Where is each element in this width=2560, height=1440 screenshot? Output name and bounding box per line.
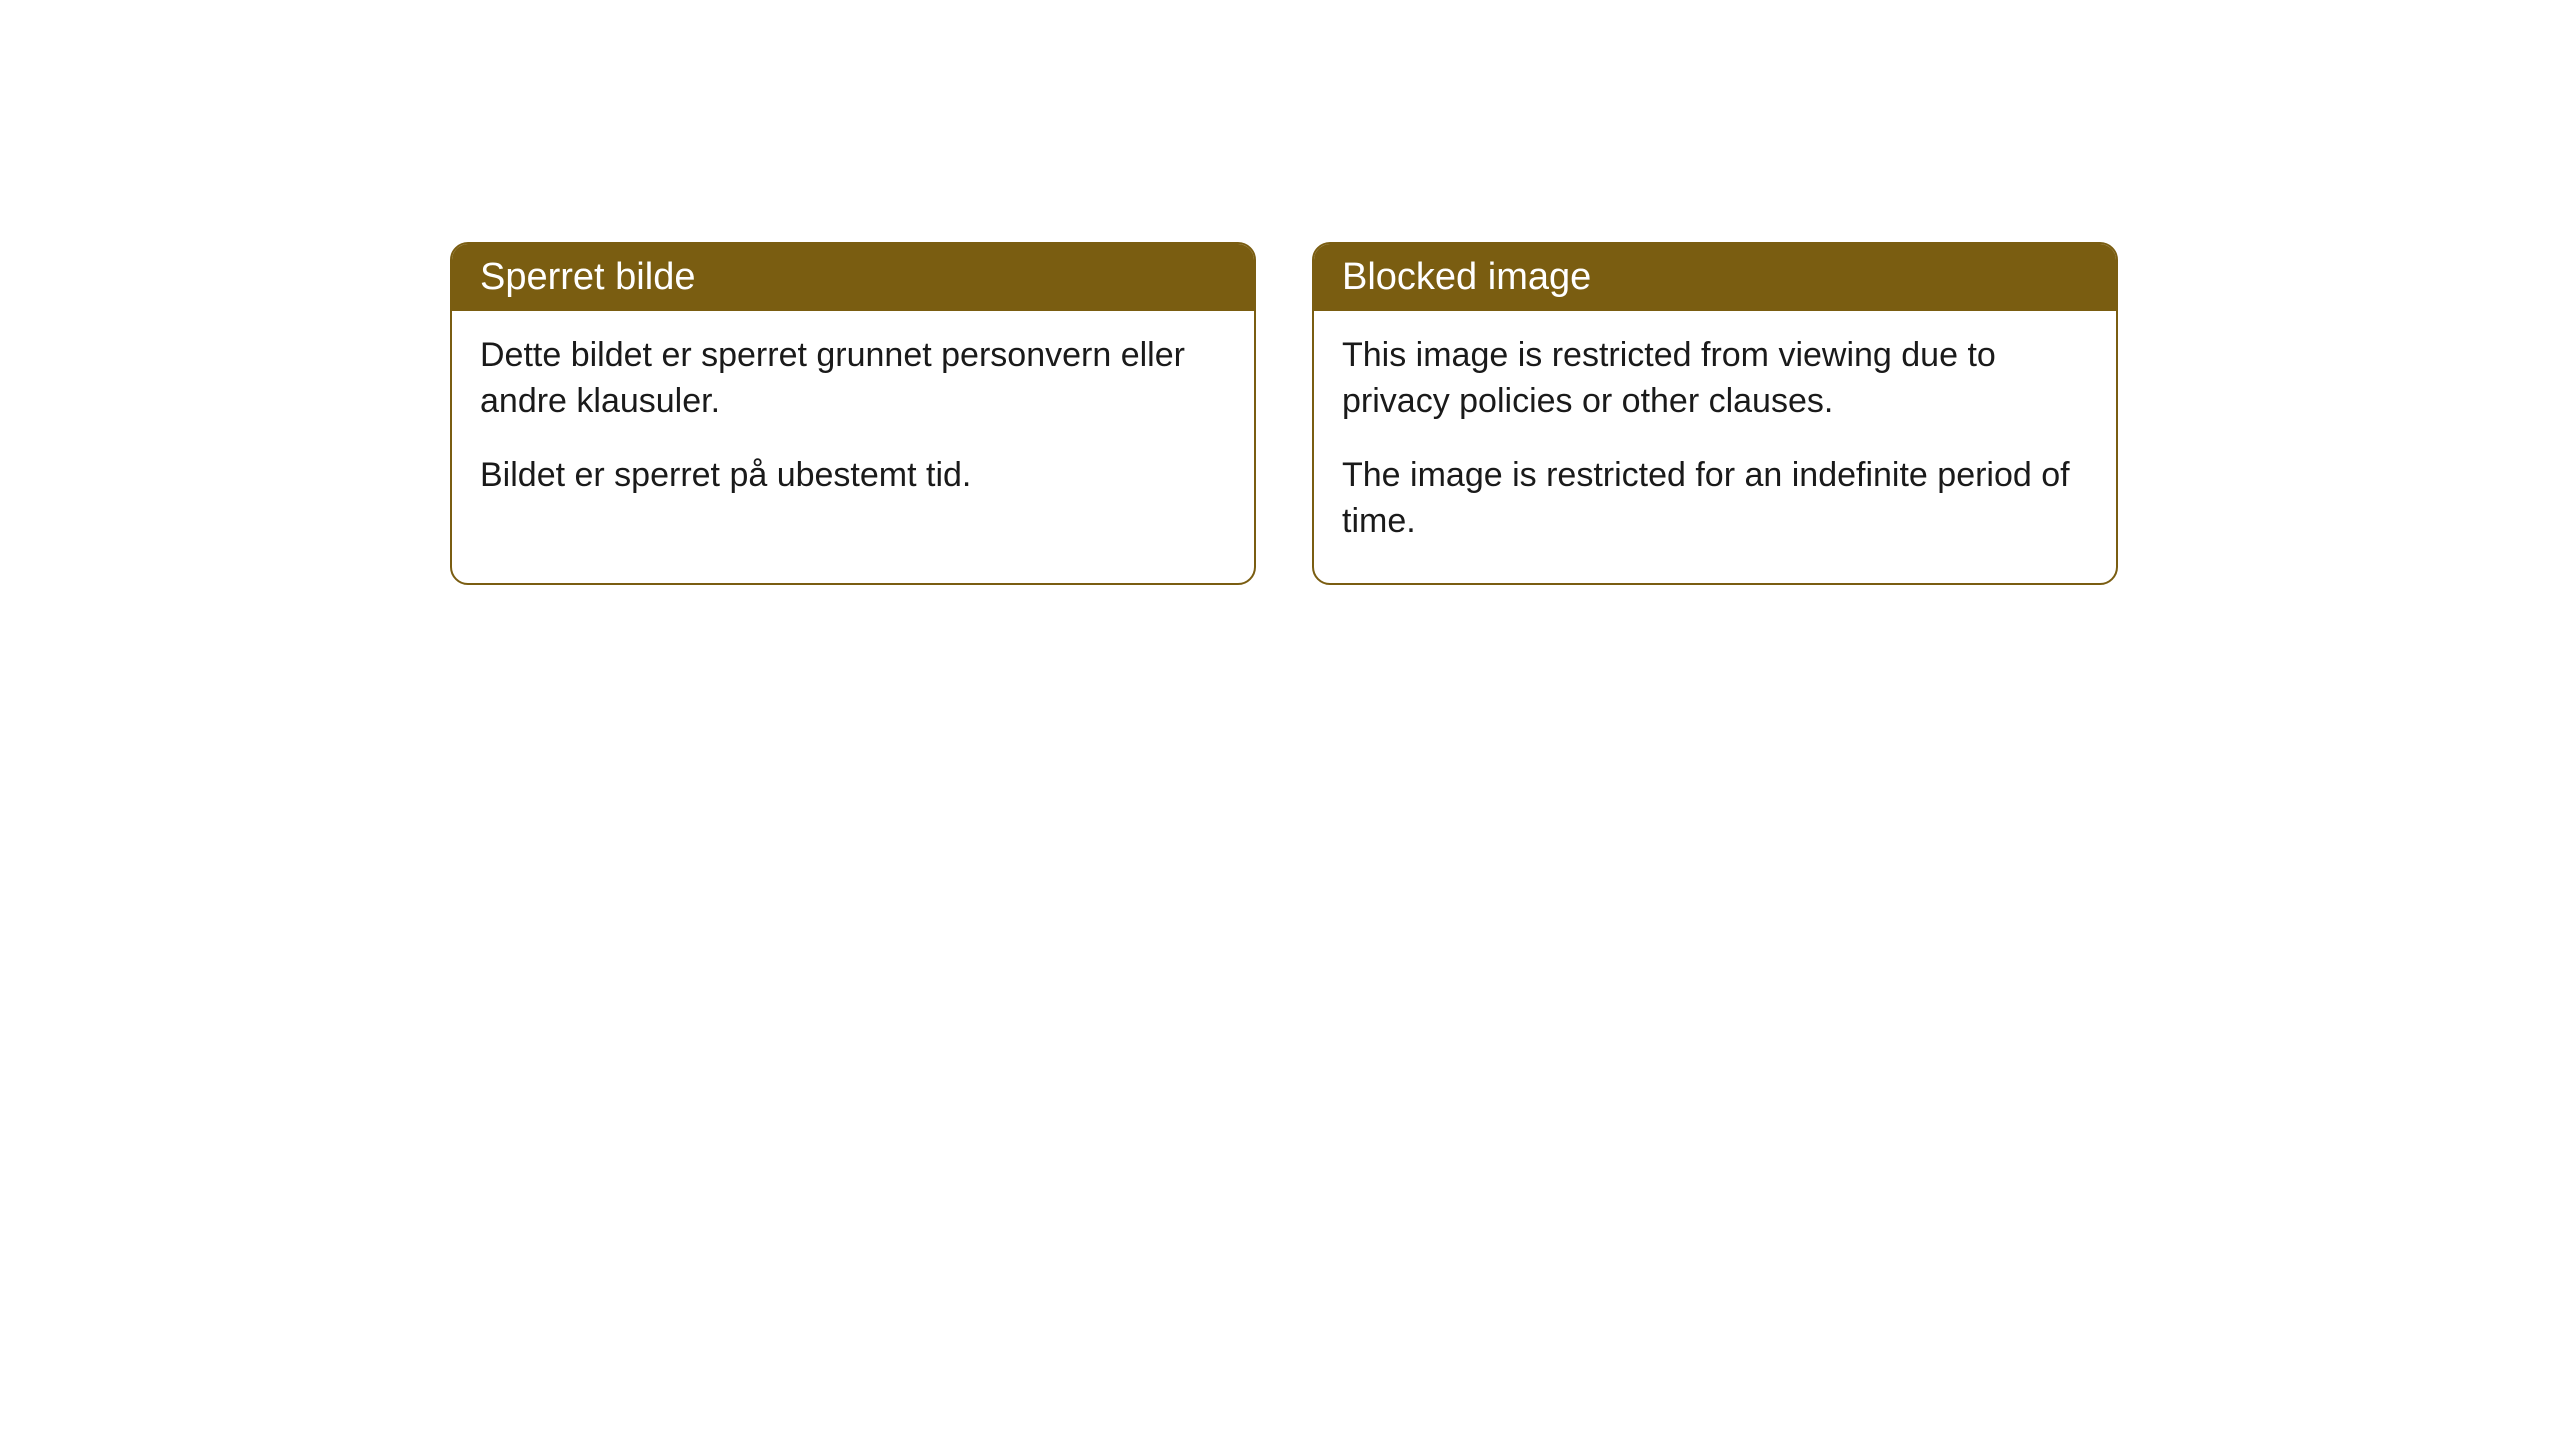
card-body-en: This image is restricted from viewing du…	[1314, 311, 2116, 583]
blocked-image-card-no: Sperret bilde Dette bildet er sperret gr…	[450, 242, 1256, 585]
card-paragraph-2-en: The image is restricted for an indefinit…	[1342, 453, 2088, 545]
card-body-no: Dette bildet er sperret grunnet personve…	[452, 311, 1254, 537]
card-title-no: Sperret bilde	[452, 244, 1254, 311]
card-paragraph-1-no: Dette bildet er sperret grunnet personve…	[480, 333, 1226, 425]
card-paragraph-2-no: Bildet er sperret på ubestemt tid.	[480, 453, 1226, 499]
blocked-image-card-en: Blocked image This image is restricted f…	[1312, 242, 2118, 585]
card-title-en: Blocked image	[1314, 244, 2116, 311]
notice-cards-container: Sperret bilde Dette bildet er sperret gr…	[450, 242, 2118, 585]
card-paragraph-1-en: This image is restricted from viewing du…	[1342, 333, 2088, 425]
